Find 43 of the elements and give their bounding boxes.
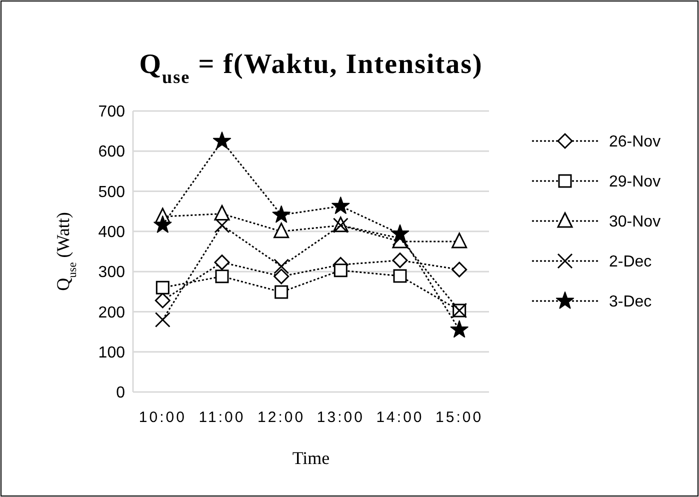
- point: [214, 254, 230, 270]
- point: [274, 258, 290, 274]
- x-tick-label: 12:00: [258, 409, 306, 426]
- point: [154, 216, 172, 233]
- point: [215, 270, 229, 284]
- y-tick-label: 300: [98, 264, 126, 282]
- point: [393, 269, 407, 283]
- y-tick-label: 200: [98, 304, 126, 322]
- point: [452, 262, 468, 278]
- x-tick-label: 10:00: [138, 409, 186, 426]
- legend-label: 29-Nov: [609, 174, 661, 191]
- point: [212, 132, 232, 149]
- legend-label: 2-Dec: [609, 254, 652, 271]
- point: [272, 205, 290, 223]
- legend-label: 30-Nov: [609, 214, 661, 231]
- point: [452, 232, 468, 248]
- point: [390, 224, 410, 242]
- legend-label: 3-Dec: [609, 294, 652, 311]
- point: [274, 285, 288, 299]
- y-tick-label: 100: [98, 344, 126, 362]
- y-tick-label: 500: [98, 184, 126, 201]
- point: [156, 280, 170, 294]
- point: [334, 264, 348, 278]
- legend-label: 26-Nov: [609, 134, 661, 151]
- point: [154, 312, 170, 328]
- point: [214, 205, 230, 221]
- x-tick-label: 11:00: [198, 409, 246, 426]
- x-tick-label: 13:00: [316, 409, 364, 426]
- point: [392, 252, 408, 268]
- y-tick-label: 0: [116, 384, 126, 402]
- chart-title: Q$_{use}$ = f(Waktu, Intensitas): [139, 49, 483, 87]
- y-tick-label: 400: [98, 224, 126, 242]
- point: [154, 292, 170, 308]
- x-tick-label: 14:00: [376, 409, 424, 426]
- y-tick-label: 700: [98, 104, 126, 121]
- x-tick-label: 15:00: [436, 409, 484, 426]
- point: [332, 196, 350, 214]
- point: [214, 218, 230, 234]
- x-axis-title: Time: [292, 448, 330, 468]
- y-tick-label: 600: [98, 144, 126, 161]
- point: [274, 222, 290, 238]
- point: [450, 320, 468, 338]
- point: [274, 268, 290, 284]
